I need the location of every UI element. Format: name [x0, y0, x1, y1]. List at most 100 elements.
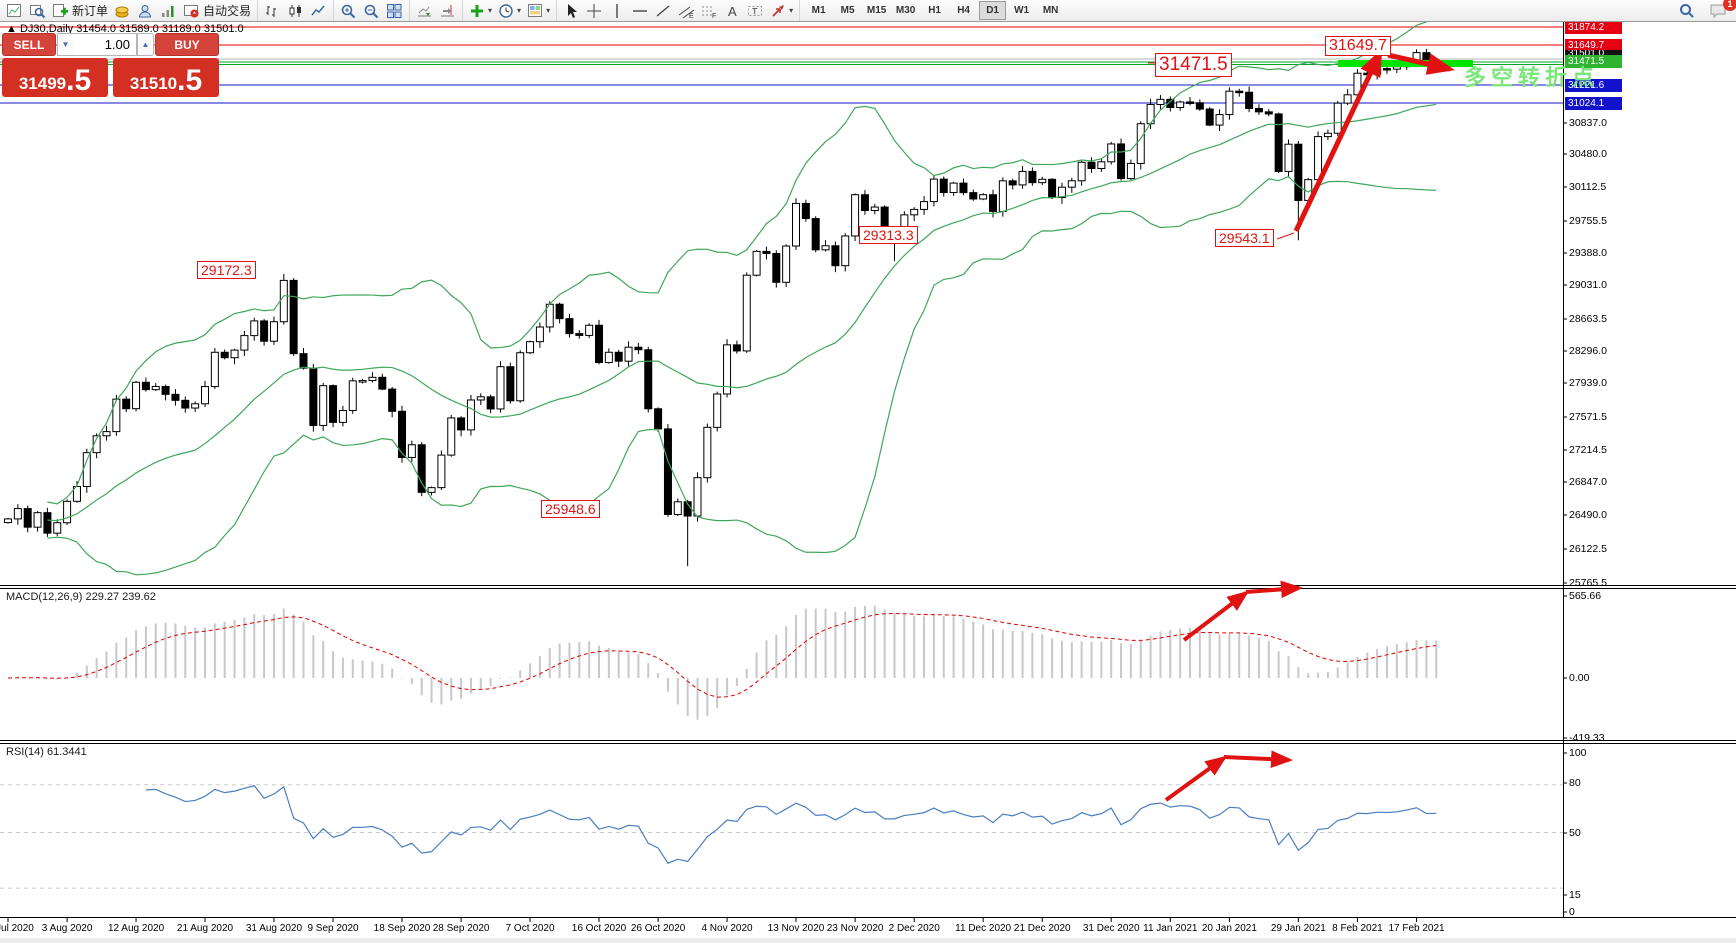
candle-chart-icon[interactable] [284, 1, 307, 20]
auto-trading-label: 自动交易 [203, 4, 252, 18]
buy-price-main: 31510 [129, 74, 178, 93]
volume-increase-button[interactable]: ▲ [137, 33, 154, 56]
tile-windows-icon[interactable] [383, 1, 406, 20]
timeframe-mn-button[interactable]: MN [1042, 5, 1059, 16]
toolbar-groups: 新订单 自动交易 ▾ ▾ ▾ E F A T ▾ [0, 0, 801, 21]
price-tick-label: 30837.0 [1569, 117, 1607, 129]
timeframe-d1-button[interactable]: D1 [979, 1, 1007, 20]
template-icon[interactable]: ▾ [524, 1, 553, 20]
zoom-in-icon[interactable] [337, 1, 360, 20]
magnifier-chart-icon[interactable] [26, 1, 49, 20]
dropdown-caret-icon[interactable]: ▾ [789, 6, 794, 15]
timeframe-m1-button[interactable]: M1 [811, 5, 826, 16]
dropdown-caret-icon[interactable]: ▾ [488, 6, 493, 15]
date-label: 7 Oct 2020 [505, 923, 555, 934]
vertical-line-icon[interactable] [606, 1, 629, 20]
auto-scroll-icon[interactable] [413, 1, 436, 20]
date-label: 11 Jan 2021 [1143, 923, 1198, 934]
text-a-icon[interactable]: A [721, 1, 744, 20]
signal-icon[interactable] [157, 1, 180, 20]
price-tick-label: 29755.5 [1569, 215, 1607, 227]
timeframe-m30-button[interactable]: M30 [895, 5, 916, 16]
price-tick-label: 30480.0 [1569, 148, 1607, 160]
price-tick-label: 25765.5 [1569, 577, 1607, 589]
sell-button[interactable]: SELL [2, 33, 56, 56]
text-label-icon[interactable]: T [744, 1, 767, 20]
equidistant-channel-icon[interactable]: E [675, 1, 698, 20]
timeframe-m15-button[interactable]: M15 [866, 5, 887, 16]
rsi-tick-label: 15 [1569, 889, 1581, 901]
date-label: 26 Oct 2020 [630, 923, 686, 934]
dropdown-caret-icon[interactable]: ▾ [517, 6, 522, 15]
indicator-plus-icon[interactable]: ▾ [466, 1, 495, 20]
date-label: 31 Aug 2020 [245, 923, 303, 934]
buy-button[interactable]: BUY [155, 33, 219, 56]
search-icon[interactable] [1676, 1, 1698, 20]
horizontal-line-icon[interactable] [629, 1, 652, 20]
date-label: 4 Nov 2020 [701, 923, 753, 934]
rsi-tick-label: 50 [1569, 827, 1581, 839]
svg-text:E: E [689, 13, 694, 19]
toolbar-group-1 [258, 0, 335, 21]
period-clock-icon[interactable]: ▾ [495, 1, 524, 20]
price-tick-label: 27214.5 [1569, 444, 1607, 456]
date-label: 29 Jan 2021 [1270, 923, 1326, 934]
price-tick-label: 29031.0 [1569, 279, 1607, 291]
date-label: 21 Aug 2020 [176, 923, 234, 934]
volume-input[interactable] [73, 33, 137, 56]
deposit-coins-icon[interactable] [111, 1, 134, 20]
pivot-annotation-text[interactable]: 多空转折点 [1464, 65, 1600, 90]
fibonacci-icon[interactable]: F [698, 1, 721, 20]
price-annotation-label[interactable]: 31649.7 [1325, 36, 1391, 57]
toolbar-group-5: E F A T ▾ [557, 0, 801, 21]
notification-count-badge: 1 [1723, 0, 1736, 11]
crosshair-icon[interactable] [583, 1, 606, 20]
date-label: 12 Aug 2020 [107, 923, 165, 934]
svg-text:A: A [728, 4, 737, 19]
line-chart-icon[interactable] [307, 1, 330, 20]
timeframe-h4-button[interactable]: H4 [957, 5, 970, 16]
price-tick-label: 26490.0 [1569, 509, 1607, 521]
price-level-label: 31649.7 [1565, 38, 1622, 52]
bar-chart-icon[interactable] [261, 1, 284, 20]
auto-trading-icon[interactable]: 自动交易 [180, 1, 254, 20]
timeframe-m5-button[interactable]: M5 [840, 5, 855, 16]
rsi-indicator-label: RSI(14) 61.3441 [6, 746, 87, 758]
price-level-label: 31471.5 [1565, 54, 1622, 68]
date-label: 21 Dec 2020 [1013, 923, 1071, 934]
timeframe-h1-button[interactable]: H1 [928, 5, 941, 16]
date-label: 2 Dec 2020 [888, 923, 940, 934]
date-label: 3 Aug 2020 [41, 923, 93, 934]
new-order-icon[interactable]: 新订单 [49, 1, 111, 20]
new-order-label: 新订单 [72, 4, 109, 18]
price-tick-label: 26122.5 [1569, 543, 1607, 555]
price-annotation-label[interactable]: 29172.3 [197, 261, 256, 280]
price-tick-label: 27571.5 [1569, 411, 1607, 423]
trendline-icon[interactable] [652, 1, 675, 20]
date-label: 20 Jan 2021 [1201, 923, 1257, 934]
price-annotation-label[interactable]: 29313.3 [859, 226, 918, 245]
price-level-label: 31874.2 [1565, 20, 1622, 34]
date-label: 13 Nov 2020 [767, 923, 825, 934]
volume-decrease-button[interactable]: ▼ [57, 33, 74, 56]
buy-price-pips: .5 [177, 64, 203, 97]
price-annotation-label[interactable]: 25948.6 [541, 500, 600, 519]
price-annotation-label[interactable]: 29543.1 [1215, 229, 1274, 248]
toolbar-group-0: 新订单 自动交易 [0, 0, 259, 21]
notifications-icon[interactable]: 1 [1706, 0, 1736, 20]
chart-window-icon[interactable] [3, 1, 26, 20]
timeframe-w1-button[interactable]: W1 [1014, 5, 1030, 16]
arrows-icon[interactable]: ▾ [767, 1, 796, 20]
profile-icon[interactable] [134, 1, 157, 20]
date-label: 11 Dec 2020 [955, 923, 1012, 934]
dropdown-caret-icon[interactable]: ▾ [546, 6, 551, 15]
chart-shift-icon[interactable] [436, 1, 459, 20]
rsi-tick-label: 100 [1569, 747, 1587, 759]
price-annotation-label[interactable]: 31471.5 [1155, 53, 1232, 77]
cursor-icon[interactable] [560, 1, 583, 20]
svg-text:T: T [752, 6, 758, 16]
buy-price-button[interactable]: 31510.5 [113, 58, 219, 97]
sell-price-button[interactable]: 31499.5 [2, 58, 108, 97]
zoom-out-icon[interactable] [360, 1, 383, 20]
